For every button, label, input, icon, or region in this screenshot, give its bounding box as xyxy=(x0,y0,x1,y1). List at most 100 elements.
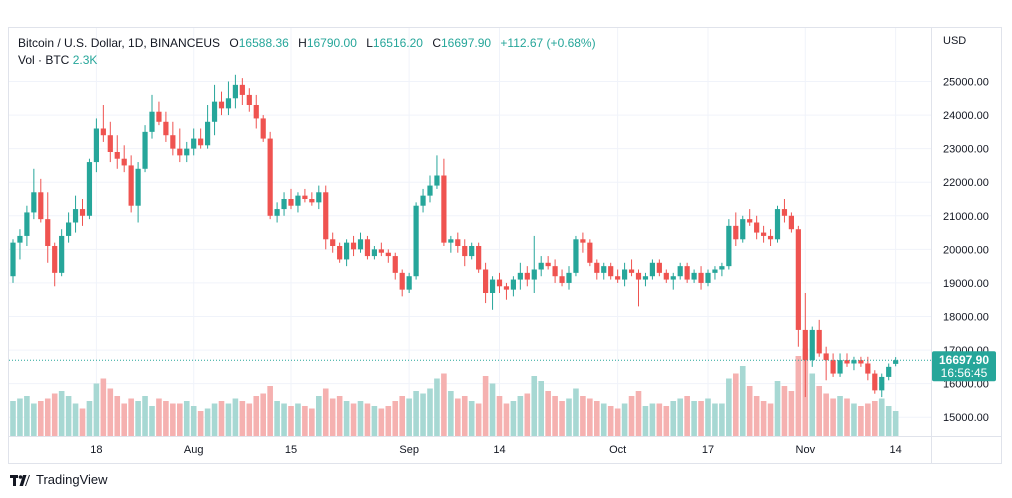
candle-body[interactable] xyxy=(218,101,225,109)
candle-body[interactable] xyxy=(545,262,551,267)
candle-body[interactable] xyxy=(670,276,676,280)
candle-body[interactable] xyxy=(733,225,739,240)
candle-body[interactable] xyxy=(323,192,329,240)
candle-body[interactable] xyxy=(628,269,635,273)
candle-body[interactable] xyxy=(684,266,690,280)
candle-body[interactable] xyxy=(309,199,315,203)
candle-body[interactable] xyxy=(434,175,440,186)
candle-body[interactable] xyxy=(872,373,878,391)
candle-body[interactable] xyxy=(427,185,433,196)
candle-body[interactable] xyxy=(677,266,683,277)
candle-body[interactable] xyxy=(420,195,426,206)
candle-body[interactable] xyxy=(601,266,607,273)
symbol-title[interactable]: Bitcoin / U.S. Dollar, 1D, BINANCEUS xyxy=(18,36,221,50)
candle-body[interactable] xyxy=(205,121,211,146)
candle-body[interactable] xyxy=(462,246,468,257)
candle-body[interactable] xyxy=(364,239,371,257)
candle-body[interactable] xyxy=(886,366,892,377)
candle-body[interactable] xyxy=(177,148,183,156)
candle-body[interactable] xyxy=(406,276,412,290)
candle-body[interactable] xyxy=(337,246,343,260)
candle-body[interactable] xyxy=(100,128,106,136)
candle-body[interactable] xyxy=(656,262,662,273)
candle-body[interactable] xyxy=(121,158,127,166)
volume-label[interactable]: Vol · BTC xyxy=(18,53,70,67)
candle-body[interactable] xyxy=(837,360,843,374)
candle-body[interactable] xyxy=(357,239,364,250)
candle-body[interactable] xyxy=(79,209,86,216)
candle-body[interactable] xyxy=(38,192,44,220)
candle-body[interactable] xyxy=(816,329,822,354)
candle-body[interactable] xyxy=(844,360,850,364)
candle-body[interactable] xyxy=(552,266,558,277)
candle-body[interactable] xyxy=(128,165,134,206)
candle-body[interactable] xyxy=(719,266,725,270)
candle-body[interactable] xyxy=(66,222,72,236)
candle-body[interactable] xyxy=(198,138,204,146)
candle-body[interactable] xyxy=(86,162,93,216)
candle-body[interactable] xyxy=(809,329,815,361)
candle-body[interactable] xyxy=(830,360,836,374)
candle-body[interactable] xyxy=(496,279,503,287)
candle-body[interactable] xyxy=(385,252,391,257)
candle-body[interactable] xyxy=(184,148,190,156)
candle-body[interactable] xyxy=(761,232,767,236)
candle-body[interactable] xyxy=(879,376,885,391)
candle-body[interactable] xyxy=(705,272,711,283)
candle-body[interactable] xyxy=(635,272,642,280)
candle-body[interactable] xyxy=(413,205,419,277)
candle-body[interactable] xyxy=(524,272,530,280)
tradingview-logo[interactable]: TradingView xyxy=(10,472,108,487)
candle-body[interactable] xyxy=(295,195,301,206)
candle-body[interactable] xyxy=(191,138,197,149)
candle-body[interactable] xyxy=(580,239,586,243)
candle-body[interactable] xyxy=(649,262,655,277)
candle-body[interactable] xyxy=(114,152,120,159)
candle-body[interactable] xyxy=(851,360,857,364)
candle-body[interactable] xyxy=(45,219,51,246)
candle-body[interactable] xyxy=(726,225,732,267)
candle-body[interactable] xyxy=(573,239,579,273)
candle-body[interactable] xyxy=(378,249,384,253)
candle-body[interactable] xyxy=(517,272,523,280)
candle-body[interactable] xyxy=(163,121,169,136)
candle-body[interactable] xyxy=(274,209,280,216)
candle-body[interactable] xyxy=(781,209,788,216)
candle-body[interactable] xyxy=(587,242,593,263)
candle-body[interactable] xyxy=(135,168,141,206)
candle-body[interactable] xyxy=(663,272,669,280)
candle-body[interactable] xyxy=(698,272,704,283)
candle-body[interactable] xyxy=(642,276,649,280)
candle-body[interactable] xyxy=(503,286,510,290)
candle-body[interactable] xyxy=(483,269,489,294)
candle-body[interactable] xyxy=(149,111,155,132)
candle-body[interactable] xyxy=(288,199,294,206)
price-badge[interactable] xyxy=(932,351,996,382)
candle-body[interactable] xyxy=(399,272,405,290)
candle-body[interactable] xyxy=(24,212,30,236)
candle-body[interactable] xyxy=(59,235,65,273)
candle-body[interactable] xyxy=(788,215,794,230)
candle-body[interactable] xyxy=(559,276,565,283)
candle-body[interactable] xyxy=(608,266,614,277)
candle-body[interactable] xyxy=(594,262,600,273)
candle-body[interactable] xyxy=(489,279,496,293)
candle-body[interactable] xyxy=(316,192,322,203)
candle-body[interactable] xyxy=(52,246,58,273)
candle-body[interactable] xyxy=(566,272,572,283)
candle-body[interactable] xyxy=(31,192,37,213)
candle-body[interactable] xyxy=(622,269,628,280)
candle-body[interactable] xyxy=(469,246,475,257)
candle-body[interactable] xyxy=(712,269,718,273)
candle-body[interactable] xyxy=(302,195,308,199)
candle-body[interactable] xyxy=(10,242,16,277)
candle-body[interactable] xyxy=(615,276,621,280)
candle-body[interactable] xyxy=(344,242,350,260)
candle-body[interactable] xyxy=(350,242,357,250)
candle-body[interactable] xyxy=(691,272,697,280)
candle-body[interactable] xyxy=(823,353,829,361)
candle-body[interactable] xyxy=(448,239,454,243)
candle-body[interactable] xyxy=(774,209,781,240)
candle-body[interactable] xyxy=(281,199,287,210)
